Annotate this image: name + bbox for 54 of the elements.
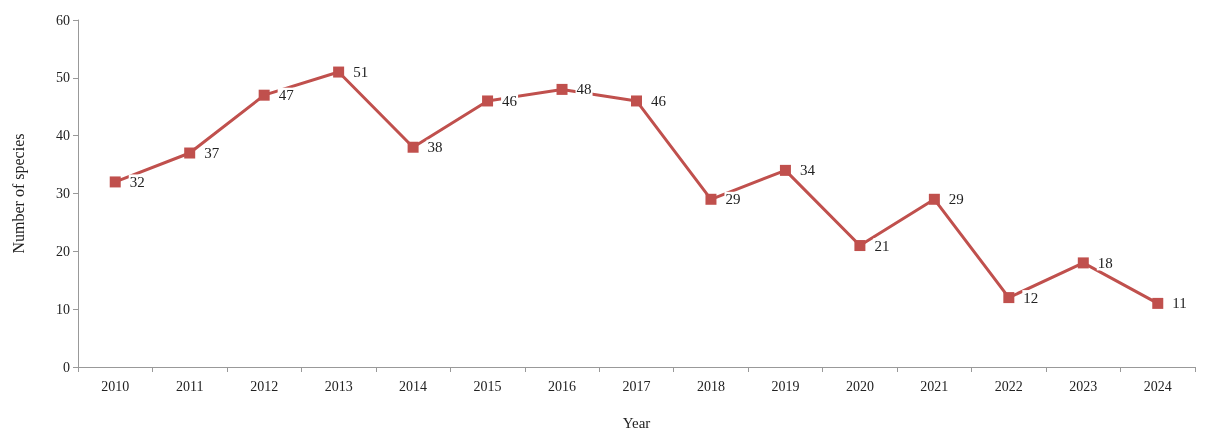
y-tick-label: 0 <box>63 359 70 375</box>
x-tick-label: 2015 <box>473 378 502 394</box>
point <box>333 66 345 78</box>
x-tick-label: 2012 <box>250 378 279 394</box>
point <box>258 89 270 101</box>
data-label: 37 <box>204 145 220 162</box>
point <box>928 193 940 205</box>
point <box>1152 297 1164 309</box>
point <box>556 83 568 95</box>
x-tick-label: 2024 <box>1143 378 1172 394</box>
point <box>407 141 419 153</box>
y-tick-label: 10 <box>56 301 70 317</box>
point <box>1003 292 1015 304</box>
point <box>854 240 866 252</box>
y-tick-label: 50 <box>56 70 70 86</box>
point <box>109 176 121 188</box>
y-tick-label: 40 <box>56 128 70 144</box>
x-tick-label: 2017 <box>622 378 651 394</box>
x-tick-label: 2010 <box>101 378 130 394</box>
y-tick-label: 30 <box>56 186 70 201</box>
data-label: 18 <box>1097 254 1113 271</box>
point <box>631 95 642 107</box>
x-tick-label: 2013 <box>324 378 353 394</box>
data-label: 11 <box>1172 295 1187 312</box>
x-tick-label: 2018 <box>696 378 725 394</box>
data-label: 34 <box>799 162 816 179</box>
point <box>184 147 196 159</box>
x-axis-title: Year <box>622 414 651 431</box>
data-label: 21 <box>874 237 890 254</box>
x-tick-label: 2019 <box>771 378 800 394</box>
data-label: 12 <box>1023 289 1039 306</box>
y-axis-title: Number of species <box>9 133 28 254</box>
x-tick-label: 2016 <box>548 378 577 394</box>
data-label: 46 <box>651 92 667 109</box>
x-tick-label: 2023 <box>1069 378 1098 394</box>
y-tick-label: 20 <box>56 243 70 259</box>
x-tick-label: 2020 <box>845 378 874 394</box>
data-label: 29 <box>725 191 741 208</box>
point <box>705 193 717 205</box>
data-label: 51 <box>353 64 369 81</box>
point <box>482 95 494 107</box>
y-tick-label: 60 <box>56 12 70 28</box>
point <box>779 164 791 176</box>
point <box>1077 257 1089 269</box>
data-label: 38 <box>427 139 443 156</box>
data-label: 29 <box>948 191 964 208</box>
data-label: 46 <box>502 92 518 109</box>
x-tick-label: 2014 <box>399 378 428 394</box>
data-label: 48 <box>576 81 592 98</box>
data-label: 32 <box>129 173 145 190</box>
x-tick-label: 2021 <box>920 378 949 394</box>
data-label: 47 <box>278 87 295 104</box>
x-tick-label: 2011 <box>175 378 204 394</box>
x-tick-label: 2022 <box>994 378 1023 394</box>
